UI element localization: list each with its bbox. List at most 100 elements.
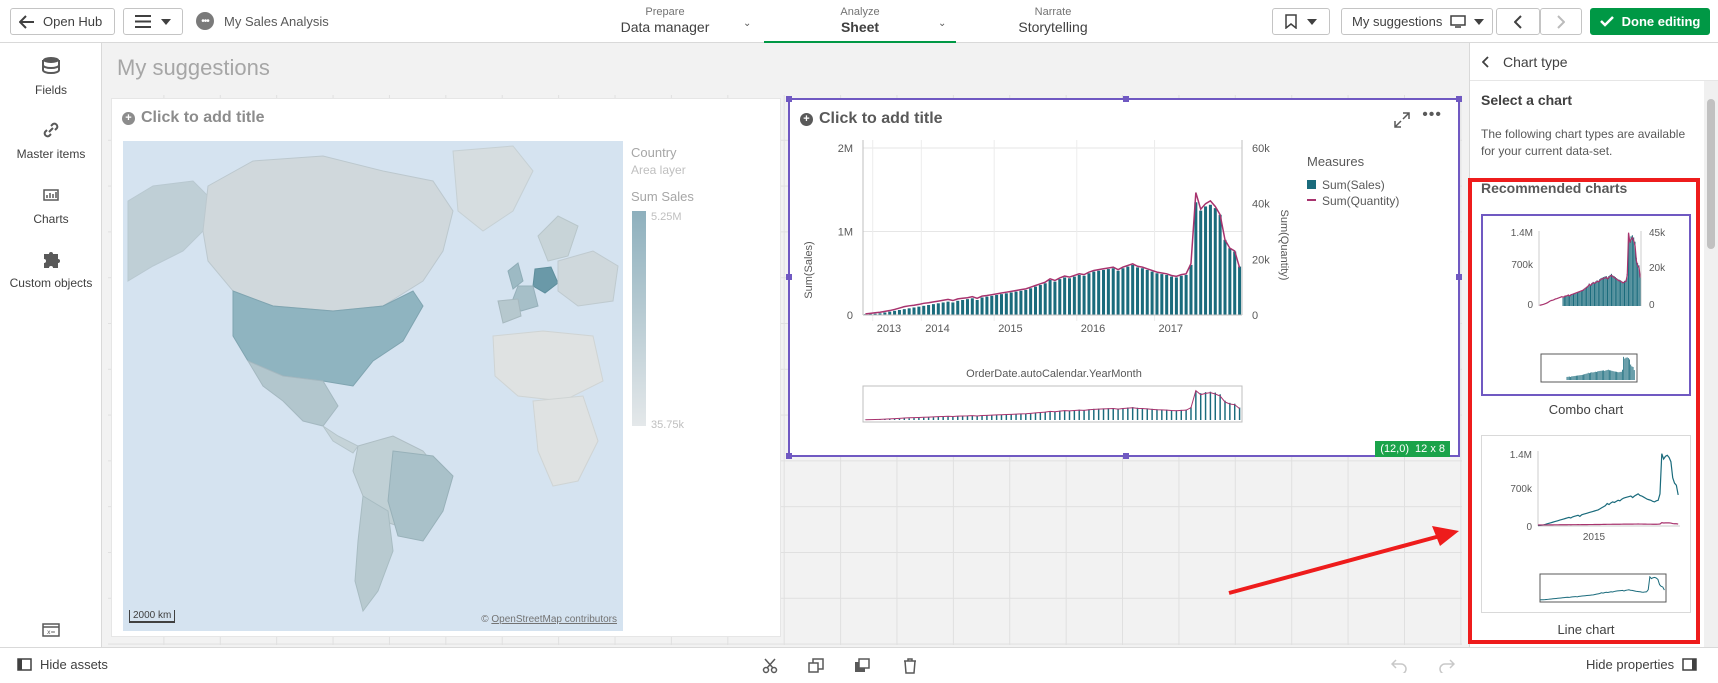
bar-sales[interactable] bbox=[883, 312, 887, 315]
bar-sales[interactable] bbox=[931, 304, 935, 315]
bar-sales[interactable] bbox=[1087, 273, 1091, 315]
sheet-selector-button[interactable]: My suggestions bbox=[1341, 8, 1493, 35]
bar-sales[interactable] bbox=[1204, 206, 1208, 315]
bar-sales[interactable] bbox=[1043, 283, 1047, 315]
bar-sales[interactable] bbox=[1121, 268, 1125, 315]
bar-sales[interactable] bbox=[1150, 271, 1154, 315]
bar-sales[interactable] bbox=[897, 309, 901, 315]
combo-title[interactable]: + Click to add title bbox=[800, 110, 943, 128]
bar-sales[interactable] bbox=[1024, 289, 1028, 315]
bar-sales[interactable] bbox=[1038, 284, 1042, 315]
bar-sales[interactable] bbox=[1208, 204, 1212, 315]
bar-sales[interactable] bbox=[917, 306, 921, 315]
bar-sales[interactable] bbox=[1160, 274, 1164, 315]
bar-sales[interactable] bbox=[999, 294, 1003, 315]
resize-handle[interactable] bbox=[1456, 96, 1462, 102]
bar-sales[interactable] bbox=[970, 298, 974, 315]
bar-sales[interactable] bbox=[878, 313, 882, 315]
bar-sales[interactable] bbox=[1194, 202, 1198, 315]
bar-sales[interactable] bbox=[902, 309, 906, 315]
bar-sales[interactable] bbox=[1063, 277, 1067, 315]
tab-prepare[interactable]: Prepare Data manager bbox=[610, 0, 720, 43]
resize-handle[interactable] bbox=[1123, 453, 1129, 459]
resize-handle[interactable] bbox=[1456, 274, 1462, 280]
hide-properties-button[interactable]: Hide properties bbox=[1586, 657, 1697, 672]
map-title[interactable]: + Click to add title bbox=[122, 109, 265, 127]
chevron-down-icon[interactable]: ⌄ bbox=[938, 18, 947, 29]
bar-sales[interactable] bbox=[1199, 210, 1203, 315]
bar-sales[interactable] bbox=[985, 296, 989, 315]
app-title[interactable]: ••• My Sales Analysis bbox=[196, 12, 329, 30]
bar-sales[interactable] bbox=[1004, 293, 1008, 315]
asset-charts[interactable]: Charts bbox=[0, 184, 102, 226]
resize-handle[interactable] bbox=[786, 453, 792, 459]
tab-narrate[interactable]: Narrate Storytelling bbox=[1003, 0, 1103, 43]
chart-type-header[interactable]: Chart type bbox=[1470, 43, 1718, 81]
main-menu-button[interactable] bbox=[123, 8, 183, 35]
bar-sales[interactable] bbox=[1077, 274, 1081, 315]
bar-sales[interactable] bbox=[1131, 264, 1135, 315]
bar-sales[interactable] bbox=[956, 300, 960, 315]
copy-icon[interactable] bbox=[808, 658, 824, 674]
asset-custom-objects[interactable]: Custom objects bbox=[0, 248, 102, 290]
resize-handle[interactable] bbox=[786, 274, 792, 280]
line-chart-card[interactable]: 1.4M 700k 0 2015 bbox=[1481, 435, 1691, 613]
resize-handle[interactable] bbox=[1123, 96, 1129, 102]
bar-sales[interactable] bbox=[936, 303, 940, 315]
bar-sales[interactable] bbox=[951, 302, 955, 315]
expand-icon[interactable] bbox=[1394, 112, 1410, 128]
hide-assets-button[interactable]: Hide assets bbox=[17, 657, 108, 672]
bar-sales[interactable] bbox=[907, 308, 911, 315]
redo-icon[interactable] bbox=[1439, 659, 1455, 673]
bar-sales[interactable] bbox=[946, 301, 950, 315]
bar-sales[interactable] bbox=[1014, 291, 1018, 315]
combo-chart-object[interactable]: + Click to add title ••• 0 1M 2M 0 20k 40k 60k… bbox=[786, 96, 1462, 459]
next-sheet-button[interactable] bbox=[1540, 8, 1582, 35]
bar-sales[interactable] bbox=[995, 294, 999, 315]
done-editing-button[interactable]: Done editing bbox=[1590, 8, 1710, 35]
bar-sales[interactable] bbox=[941, 302, 945, 315]
bar-sales[interactable] bbox=[1048, 279, 1052, 315]
bar-sales[interactable] bbox=[1092, 271, 1096, 315]
bar-sales[interactable] bbox=[1155, 273, 1159, 315]
sheet-title[interactable]: My suggestions bbox=[117, 55, 270, 80]
paste-icon[interactable] bbox=[854, 658, 870, 674]
asset-fields[interactable]: Fields bbox=[0, 55, 102, 97]
bar-sales[interactable] bbox=[888, 311, 892, 315]
bar-sales[interactable] bbox=[868, 313, 872, 315]
scrollbar-thumb[interactable] bbox=[1707, 99, 1715, 249]
undo-icon[interactable] bbox=[1391, 659, 1407, 673]
bar-sales[interactable] bbox=[1136, 267, 1140, 315]
bar-sales[interactable] bbox=[975, 299, 979, 315]
bar-sales[interactable] bbox=[990, 295, 994, 315]
bar-sales[interactable] bbox=[1029, 288, 1033, 315]
bar-sales[interactable] bbox=[1233, 251, 1237, 315]
bar-sales[interactable] bbox=[1213, 208, 1217, 315]
combo-chart-card[interactable]: 1.4M 700k 0 45k 20k 0 bbox=[1481, 214, 1691, 396]
cut-icon[interactable] bbox=[762, 658, 778, 674]
bar-sales[interactable] bbox=[1116, 270, 1120, 315]
bar-sales[interactable] bbox=[1174, 277, 1178, 315]
delete-icon[interactable] bbox=[903, 658, 917, 674]
chevron-down-icon[interactable]: ⌄ bbox=[743, 18, 752, 29]
bar-sales[interactable] bbox=[1072, 276, 1076, 315]
bar-sales[interactable] bbox=[1082, 275, 1086, 315]
bar-sales[interactable] bbox=[1126, 266, 1130, 315]
bar-sales[interactable] bbox=[922, 305, 926, 315]
bar-sales[interactable] bbox=[1068, 278, 1072, 315]
bar-sales[interactable] bbox=[1218, 214, 1222, 315]
bar-sales[interactable] bbox=[1238, 266, 1242, 315]
bar-sales[interactable] bbox=[893, 310, 897, 315]
bar-sales[interactable] bbox=[1058, 279, 1062, 315]
bar-sales[interactable] bbox=[1009, 292, 1013, 315]
osm-link[interactable]: OpenStreetMap contributors bbox=[491, 614, 617, 625]
bar-sales[interactable] bbox=[1145, 269, 1149, 315]
bar-sales[interactable] bbox=[1189, 264, 1193, 315]
bar-sales[interactable] bbox=[1102, 269, 1106, 315]
scroll-mini-chart[interactable] bbox=[862, 385, 1243, 423]
tab-analyze[interactable]: Analyze Sheet bbox=[764, 0, 956, 43]
resize-handle[interactable] bbox=[786, 96, 792, 102]
open-hub-button[interactable]: Open Hub bbox=[10, 8, 115, 35]
previous-sheet-button[interactable] bbox=[1496, 8, 1540, 35]
bar-sales[interactable] bbox=[873, 313, 877, 315]
